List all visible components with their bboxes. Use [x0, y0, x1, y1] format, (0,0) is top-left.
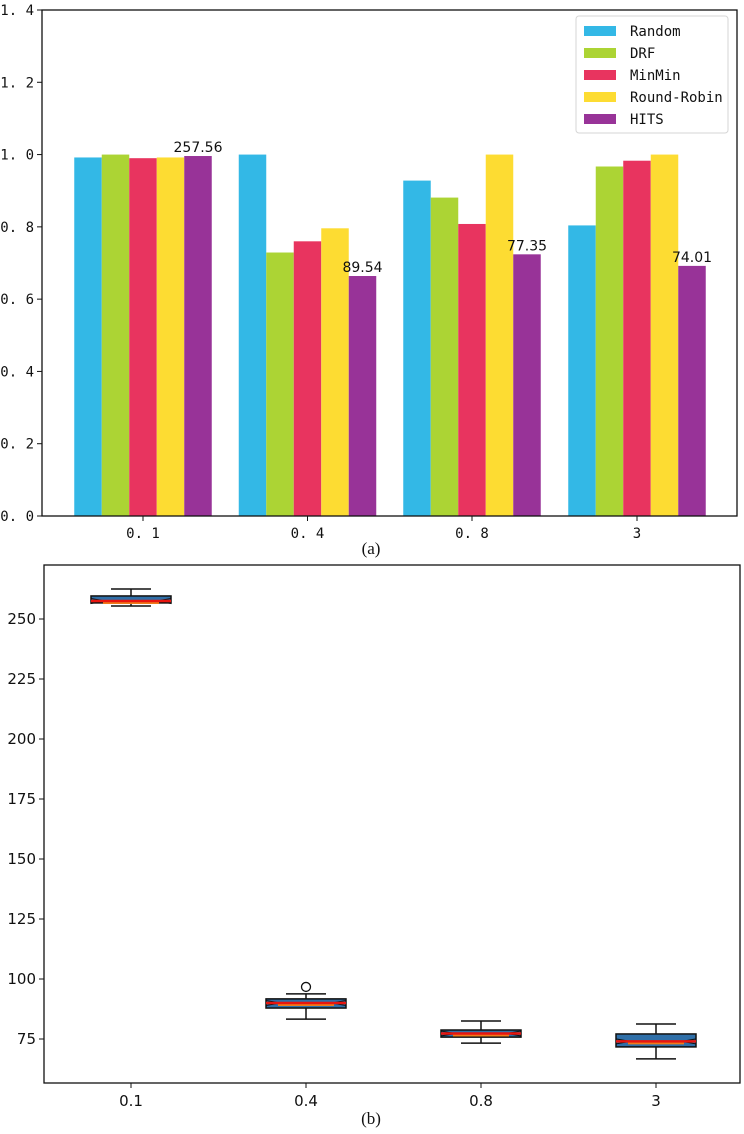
- bar-hits-0.8: [513, 254, 541, 516]
- y-tick-label: 175: [7, 790, 36, 808]
- bar-hits-3: [678, 265, 706, 516]
- bar-hits-0.1: [184, 156, 212, 516]
- legend-box: [575, 15, 729, 134]
- legend-label-round-robin: Round-Robin: [630, 90, 723, 106]
- bar-hits-0.4: [348, 276, 377, 516]
- y-tick-label: 1. 4: [0, 3, 34, 19]
- y-tick-label: 200: [7, 730, 36, 748]
- bar-round-robin-0.1: [156, 157, 185, 516]
- bar-minmin-3: [623, 160, 651, 517]
- x-tick-label: 3: [651, 1092, 661, 1110]
- box-3: [615, 1023, 697, 1060]
- box-0.4: [265, 981, 347, 1020]
- legend-swatch-drf: [584, 48, 616, 58]
- bar-round-robin-3: [650, 154, 679, 517]
- bar-random-0.8: [403, 180, 431, 516]
- bar-annotation: 77.35: [507, 238, 547, 254]
- caption-b: (b): [361, 1109, 381, 1128]
- bar-random-0.4: [238, 154, 267, 517]
- y-tick-label: 100: [7, 970, 36, 988]
- y-tick-label: 1. 2: [0, 75, 34, 91]
- y-tick-label: 1. 0: [0, 148, 34, 164]
- y-tick-label: 150: [7, 850, 36, 868]
- bar-annotation: 74.01: [672, 250, 712, 266]
- x-tick-label: 0.1: [119, 1092, 143, 1110]
- bar-drf-0.8: [430, 197, 459, 516]
- bar-annotation: 257.56: [174, 140, 223, 156]
- y-tick-label: 0. 2: [0, 437, 34, 453]
- bar-drf-0.1: [101, 154, 130, 517]
- legend: Random DRF MinMin Round-Robin HITS: [575, 15, 729, 134]
- legend-swatch-minmin: [584, 70, 616, 80]
- legend-label-hits: HITS: [630, 112, 664, 128]
- bar-random-0.1: [74, 157, 102, 516]
- plot-frame-b: [43, 564, 741, 1084]
- bar-drf-3: [595, 166, 624, 516]
- y-tick-label: 0. 8: [0, 220, 34, 236]
- box-0.1: [90, 588, 172, 607]
- y-tick-label: 225: [7, 670, 36, 688]
- x-tick-label: 0. 1: [126, 526, 160, 542]
- x-tick-label: 0.8: [469, 1092, 493, 1110]
- box-chart-b: 75 100 125 150 175 200 225 250 0.1 0.4 0.8 3: [7, 564, 741, 1110]
- x-tick-label: 0. 4: [291, 526, 325, 542]
- bar-random-3: [568, 225, 596, 516]
- x-tick-label: 0.4: [294, 1092, 318, 1110]
- bar-minmin-0.4: [293, 241, 322, 517]
- outlier-point: [300, 981, 312, 993]
- bar-minmin-0.8: [458, 223, 486, 517]
- box-0.8: [440, 1020, 522, 1044]
- y-tick-label: 0. 4: [0, 364, 34, 380]
- y-tick-label: 250: [7, 610, 36, 628]
- legend-label-random: Random: [630, 24, 681, 40]
- bar-round-robin-0.4: [321, 228, 349, 516]
- x-tick-label: 0. 8: [455, 526, 489, 542]
- bar-annotation: 89.54: [342, 260, 382, 276]
- bar-drf-0.4: [266, 252, 294, 517]
- y-tick-label: 75: [17, 1030, 36, 1048]
- y-tick-label: 0. 0: [0, 509, 34, 525]
- bar-minmin-0.1: [129, 158, 157, 516]
- legend-swatch-round-robin: [584, 92, 616, 102]
- legend-swatch-random: [584, 26, 616, 36]
- y-tick-label: 125: [7, 910, 36, 928]
- bar-chart-a: 257.56 89.54 77.35 74.01 0. 0 0. 2 0. 4 0. 6 0. …: [0, 3, 738, 542]
- x-tick-label: 3: [633, 526, 641, 542]
- legend-label-drf: DRF: [630, 46, 655, 62]
- bar-round-robin-0.8: [485, 154, 514, 517]
- caption-a: (a): [362, 539, 381, 558]
- y-tick-label: 0. 6: [0, 292, 34, 308]
- plot-frame-a: [41, 9, 738, 517]
- legend-label-minmin: MinMin: [630, 68, 681, 84]
- legend-swatch-hits: [584, 114, 616, 124]
